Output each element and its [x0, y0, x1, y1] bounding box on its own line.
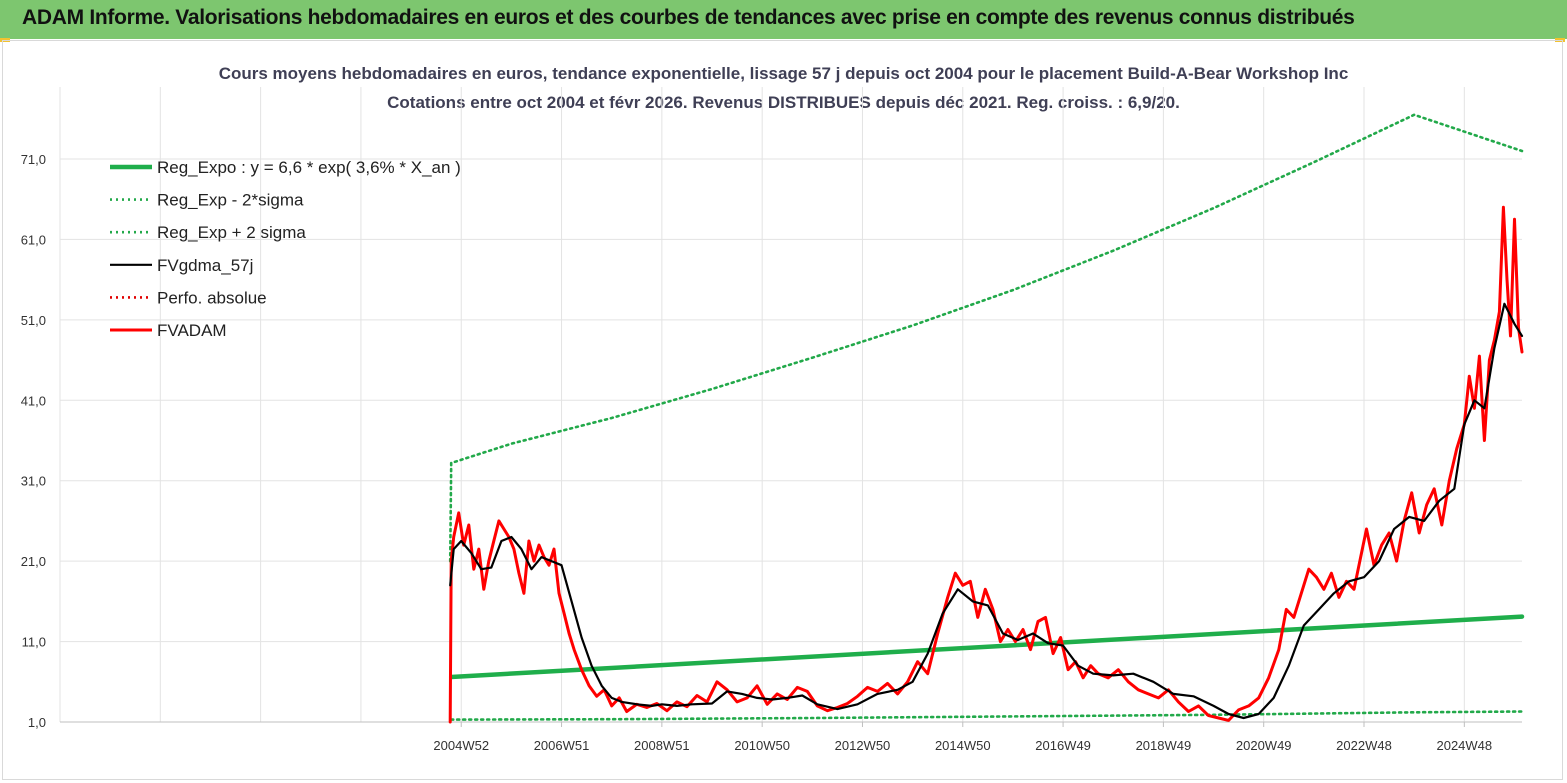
- y-tick-label: 71,0: [21, 152, 46, 167]
- series-line-0: [448, 614, 1525, 680]
- legend-label-1: Reg_Exp - 2*sigma: [157, 191, 304, 210]
- legend-label-5: FVADAM: [157, 321, 227, 340]
- chart-frame: [2, 40, 1563, 780]
- y-tick-label: 61,0: [21, 232, 46, 247]
- legend-label-4: Perfo. absolue: [157, 288, 267, 307]
- y-tick-label: 31,0: [21, 474, 46, 489]
- chart-series: [448, 113, 1525, 724]
- x-tick-label: 2016W49: [1035, 738, 1091, 753]
- chart-title: Cours moyens hebdomadaires en euros, ten…: [218, 64, 1349, 83]
- chart-subtitle: Cotations entre oct 2004 et févr 2026. R…: [387, 93, 1180, 112]
- x-tick-label: 2022W48: [1336, 738, 1392, 753]
- chart-grid: [59, 87, 1522, 723]
- x-tick-label: 2010W50: [734, 738, 790, 753]
- y-tick-label: 41,0: [21, 393, 46, 408]
- y-tick-label: 1,0: [28, 715, 46, 730]
- y-tick-label: 51,0: [21, 313, 46, 328]
- series-line-2: [448, 113, 1524, 563]
- report-banner: ADAM Informe. Valorisations hebdomadaire…: [0, 0, 1567, 39]
- legend-label-2: Reg_Exp + 2 sigma: [157, 223, 306, 242]
- y-tick-label: 11,0: [22, 635, 46, 650]
- x-axis-ticks: 2004W52 2006W51 2008W51 2010W50 2012W50 2014W…: [433, 722, 1492, 753]
- series-line-1: [449, 710, 1524, 721]
- y-tick-label: 21,0: [21, 554, 46, 569]
- x-tick-label: 2018W49: [1136, 738, 1192, 753]
- report-banner-title: ADAM Informe. Valorisations hebdomadaire…: [22, 6, 1355, 29]
- x-tick-label: 2020W49: [1236, 738, 1292, 753]
- x-tick-label: 2012W50: [835, 738, 891, 753]
- series-line-3: [449, 302, 1524, 720]
- x-tick-label: 2024W48: [1436, 738, 1492, 753]
- chart-legend: Reg_Expo : y = 6,6 * exp( 3,6% * X_an ) R…: [110, 158, 461, 340]
- x-tick-label: 2006W51: [534, 738, 590, 753]
- legend-label-0: Reg_Expo : y = 6,6 * exp( 3,6% * X_an ): [157, 158, 461, 177]
- legend-label-3: FVgdma_57j: [157, 256, 253, 275]
- y-axis-ticks: 1,0 11,0 21,0 31,0 41,0 51,0 61,0 71,0: [21, 152, 46, 730]
- x-tick-label: 2004W52: [433, 738, 489, 753]
- x-tick-label: 2008W51: [634, 738, 690, 753]
- x-tick-label: 2014W50: [935, 738, 991, 753]
- series-line-5: [448, 205, 1524, 724]
